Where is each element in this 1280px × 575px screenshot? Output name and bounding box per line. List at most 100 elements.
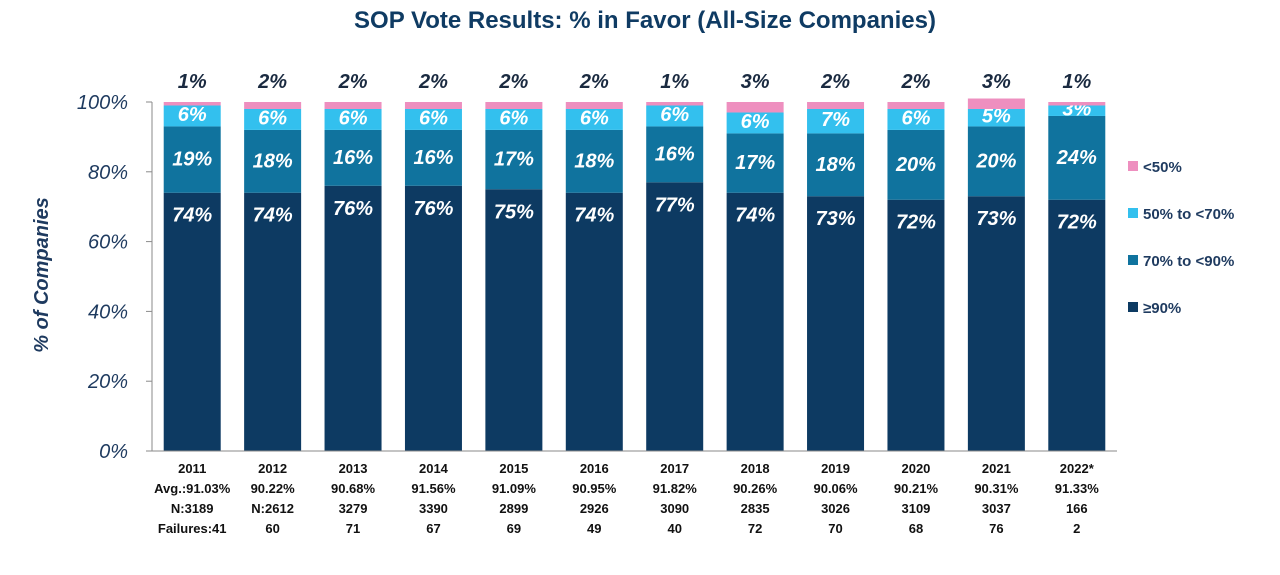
data-label: 2% [257, 71, 287, 93]
x-tick-label: 3037 [982, 501, 1011, 516]
x-tick-label: 2012 [258, 461, 287, 476]
bar-segment [324, 185, 382, 451]
bar-segment [485, 108, 543, 130]
data-label: 77% [655, 194, 695, 216]
bar-segment [726, 112, 784, 134]
x-tick-label: 91.56% [411, 481, 456, 496]
x-tick-label: 90.68% [331, 481, 376, 496]
bar-segment [967, 98, 1025, 109]
x-tick-label: 2899 [499, 501, 528, 516]
data-label: 18% [574, 150, 614, 172]
y-tick-label: 20% [87, 371, 128, 393]
x-tick-label: 2 [1073, 521, 1080, 536]
bar-segment [485, 102, 543, 109]
bar-segment [646, 105, 704, 127]
y-tick-label: 0% [99, 441, 128, 463]
data-label: 2% [820, 71, 850, 93]
x-tick-label: 91.82% [653, 481, 698, 496]
data-label: 74% [735, 205, 775, 227]
bar-segment [565, 129, 623, 193]
bar-segment [163, 192, 221, 452]
data-label: 76% [413, 198, 453, 220]
x-tick-label: 90.21% [894, 481, 939, 496]
legend-label: ≥90% [1143, 300, 1181, 317]
x-tick-label: 2018 [741, 461, 770, 476]
bar-segment [1048, 199, 1106, 451]
x-tick-label: 2013 [339, 461, 368, 476]
x-tick-label: 71 [346, 521, 360, 536]
bar-segment [807, 133, 865, 197]
bar-segment [1048, 102, 1106, 106]
data-label: 18% [816, 154, 856, 176]
data-label: 73% [816, 208, 856, 230]
x-tick-label: 72 [748, 521, 762, 536]
data-label: 3% [741, 71, 770, 93]
x-tick-label: Failures:41 [158, 521, 227, 536]
bar-segment [726, 102, 784, 113]
bar-segment [807, 102, 865, 109]
x-tick-label: 40 [667, 521, 681, 536]
bar-segment [646, 102, 704, 106]
bar-segment [324, 102, 382, 109]
x-axis: 2011 Avg.:91.03% N:3189 Failures:41 2012 90.2… [152, 450, 1117, 536]
bar-segment [244, 129, 302, 193]
data-label: 19% [172, 149, 212, 171]
bar-segment [646, 182, 704, 451]
bar-segment [565, 102, 623, 109]
bar-segment [967, 196, 1025, 451]
x-tick-label: 2019 [821, 461, 850, 476]
bar-segment [244, 192, 302, 452]
data-label: 5% [982, 106, 1011, 128]
data-label: 17% [494, 149, 534, 171]
data-label: 20% [895, 154, 936, 176]
data-label: 74% [253, 205, 293, 227]
data-label: 1% [1062, 71, 1091, 93]
data-label: 6% [741, 111, 770, 133]
data-label: 18% [253, 150, 293, 172]
bar-segment [485, 189, 543, 451]
data-label: 6% [178, 104, 207, 126]
data-label: 76% [333, 198, 373, 220]
bar-segment [726, 133, 784, 193]
bar-segment [1048, 105, 1106, 116]
y-tick-label: 80% [88, 162, 128, 184]
x-tick-label: 2014 [419, 461, 449, 476]
data-label: 74% [574, 205, 614, 227]
data-label: 1% [660, 71, 689, 93]
x-tick-label: 3090 [660, 501, 689, 516]
y-tick-label: 100% [77, 92, 128, 114]
bar-segment [485, 129, 543, 190]
bar-segment [565, 192, 623, 452]
bar-segment [565, 108, 623, 130]
data-label: 72% [1057, 212, 1097, 234]
bar-segment [887, 102, 945, 109]
x-tick-label: 3279 [339, 501, 368, 516]
bar-segment [404, 185, 462, 451]
x-tick-label: 2011 [178, 461, 206, 476]
data-label: 72% [896, 212, 936, 234]
legend-label: <50% [1143, 159, 1182, 176]
x-tick-label: 69 [507, 521, 521, 536]
bar-segment [244, 102, 302, 109]
data-label: 6% [419, 107, 448, 129]
x-tick-label: 76 [989, 521, 1003, 536]
bar-segment [967, 126, 1025, 197]
data-label: 6% [499, 107, 528, 129]
chart-title: SOP Vote Results: % in Favor (All-Size C… [354, 7, 936, 34]
x-tick-label: 90.95% [572, 481, 617, 496]
data-label: 6% [660, 104, 689, 126]
x-tick-label: 3109 [901, 501, 930, 516]
x-tick-label: 2021 [982, 461, 1011, 476]
data-label: 16% [333, 147, 373, 169]
x-tick-label: 90.26% [733, 481, 778, 496]
data-label: 2% [901, 71, 931, 93]
bar-segment [324, 108, 382, 130]
data-label: 20% [975, 150, 1016, 172]
data-label: 2% [418, 71, 448, 93]
x-tick-label: 2015 [499, 461, 528, 476]
data-label: 75% [494, 201, 534, 223]
legend-swatch [1128, 161, 1138, 171]
bar-segment [887, 108, 945, 130]
legend-swatch [1128, 302, 1138, 312]
